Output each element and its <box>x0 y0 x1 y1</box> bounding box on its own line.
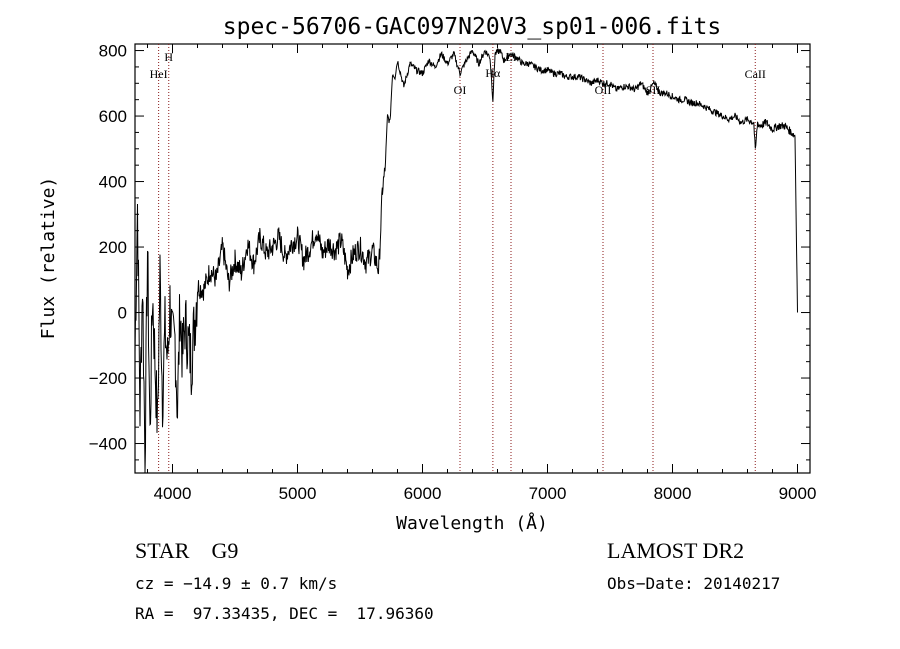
axis-ticks: 4000 5000 6000 7000 8000 9000 −400 −200 0 200 400 6… <box>89 42 817 503</box>
line-marker-label: Li <box>506 50 517 64</box>
x-tick-label: 6000 <box>404 484 442 503</box>
spectrum-line <box>134 48 798 474</box>
y-tick-label: 600 <box>99 107 127 126</box>
survey-name: LAMOST DR2 <box>607 538 745 563</box>
ra-dec: RA = 97.33435, DEC = 17.96360 <box>135 604 434 623</box>
line-marker-label: OI <box>454 83 467 97</box>
obs-date: Obs−Date: 20140217 <box>607 574 781 593</box>
x-tick-label: 9000 <box>779 484 817 503</box>
x-axis-label: Wavelength (Å) <box>396 512 548 534</box>
line-marker-label: HeI <box>150 67 168 81</box>
spectral-type: STAR G9 <box>135 538 239 563</box>
redshift-cz: cz = −14.9 ± 0.7 km/s <box>135 574 338 593</box>
line-marker-label: OII <box>595 83 612 97</box>
x-tick-label: 7000 <box>529 484 567 503</box>
spectrum-chart: spec-56706-GAC097N20V3_sp01-006.fits HeI… <box>38 14 817 534</box>
x-tick-label: 8000 <box>654 484 692 503</box>
y-tick-label: −400 <box>89 435 127 454</box>
series-group <box>134 48 798 474</box>
x-tick-label: 4000 <box>154 484 192 503</box>
line-marker-label: CaII <box>745 67 766 81</box>
y-tick-label: 800 <box>99 42 127 61</box>
x-tick-label: 5000 <box>279 484 317 503</box>
line-marker-label: Hα <box>485 66 501 80</box>
chart-title: spec-56706-GAC097N20V3_sp01-006.fits <box>223 14 722 40</box>
line-marker-label: H <box>164 50 173 64</box>
y-tick-label: −200 <box>89 369 127 388</box>
y-axis-label: Flux (relative) <box>38 177 59 340</box>
y-tick-label: 400 <box>99 173 127 192</box>
y-tick-label: 0 <box>118 304 127 323</box>
y-tick-label: 200 <box>99 238 127 257</box>
